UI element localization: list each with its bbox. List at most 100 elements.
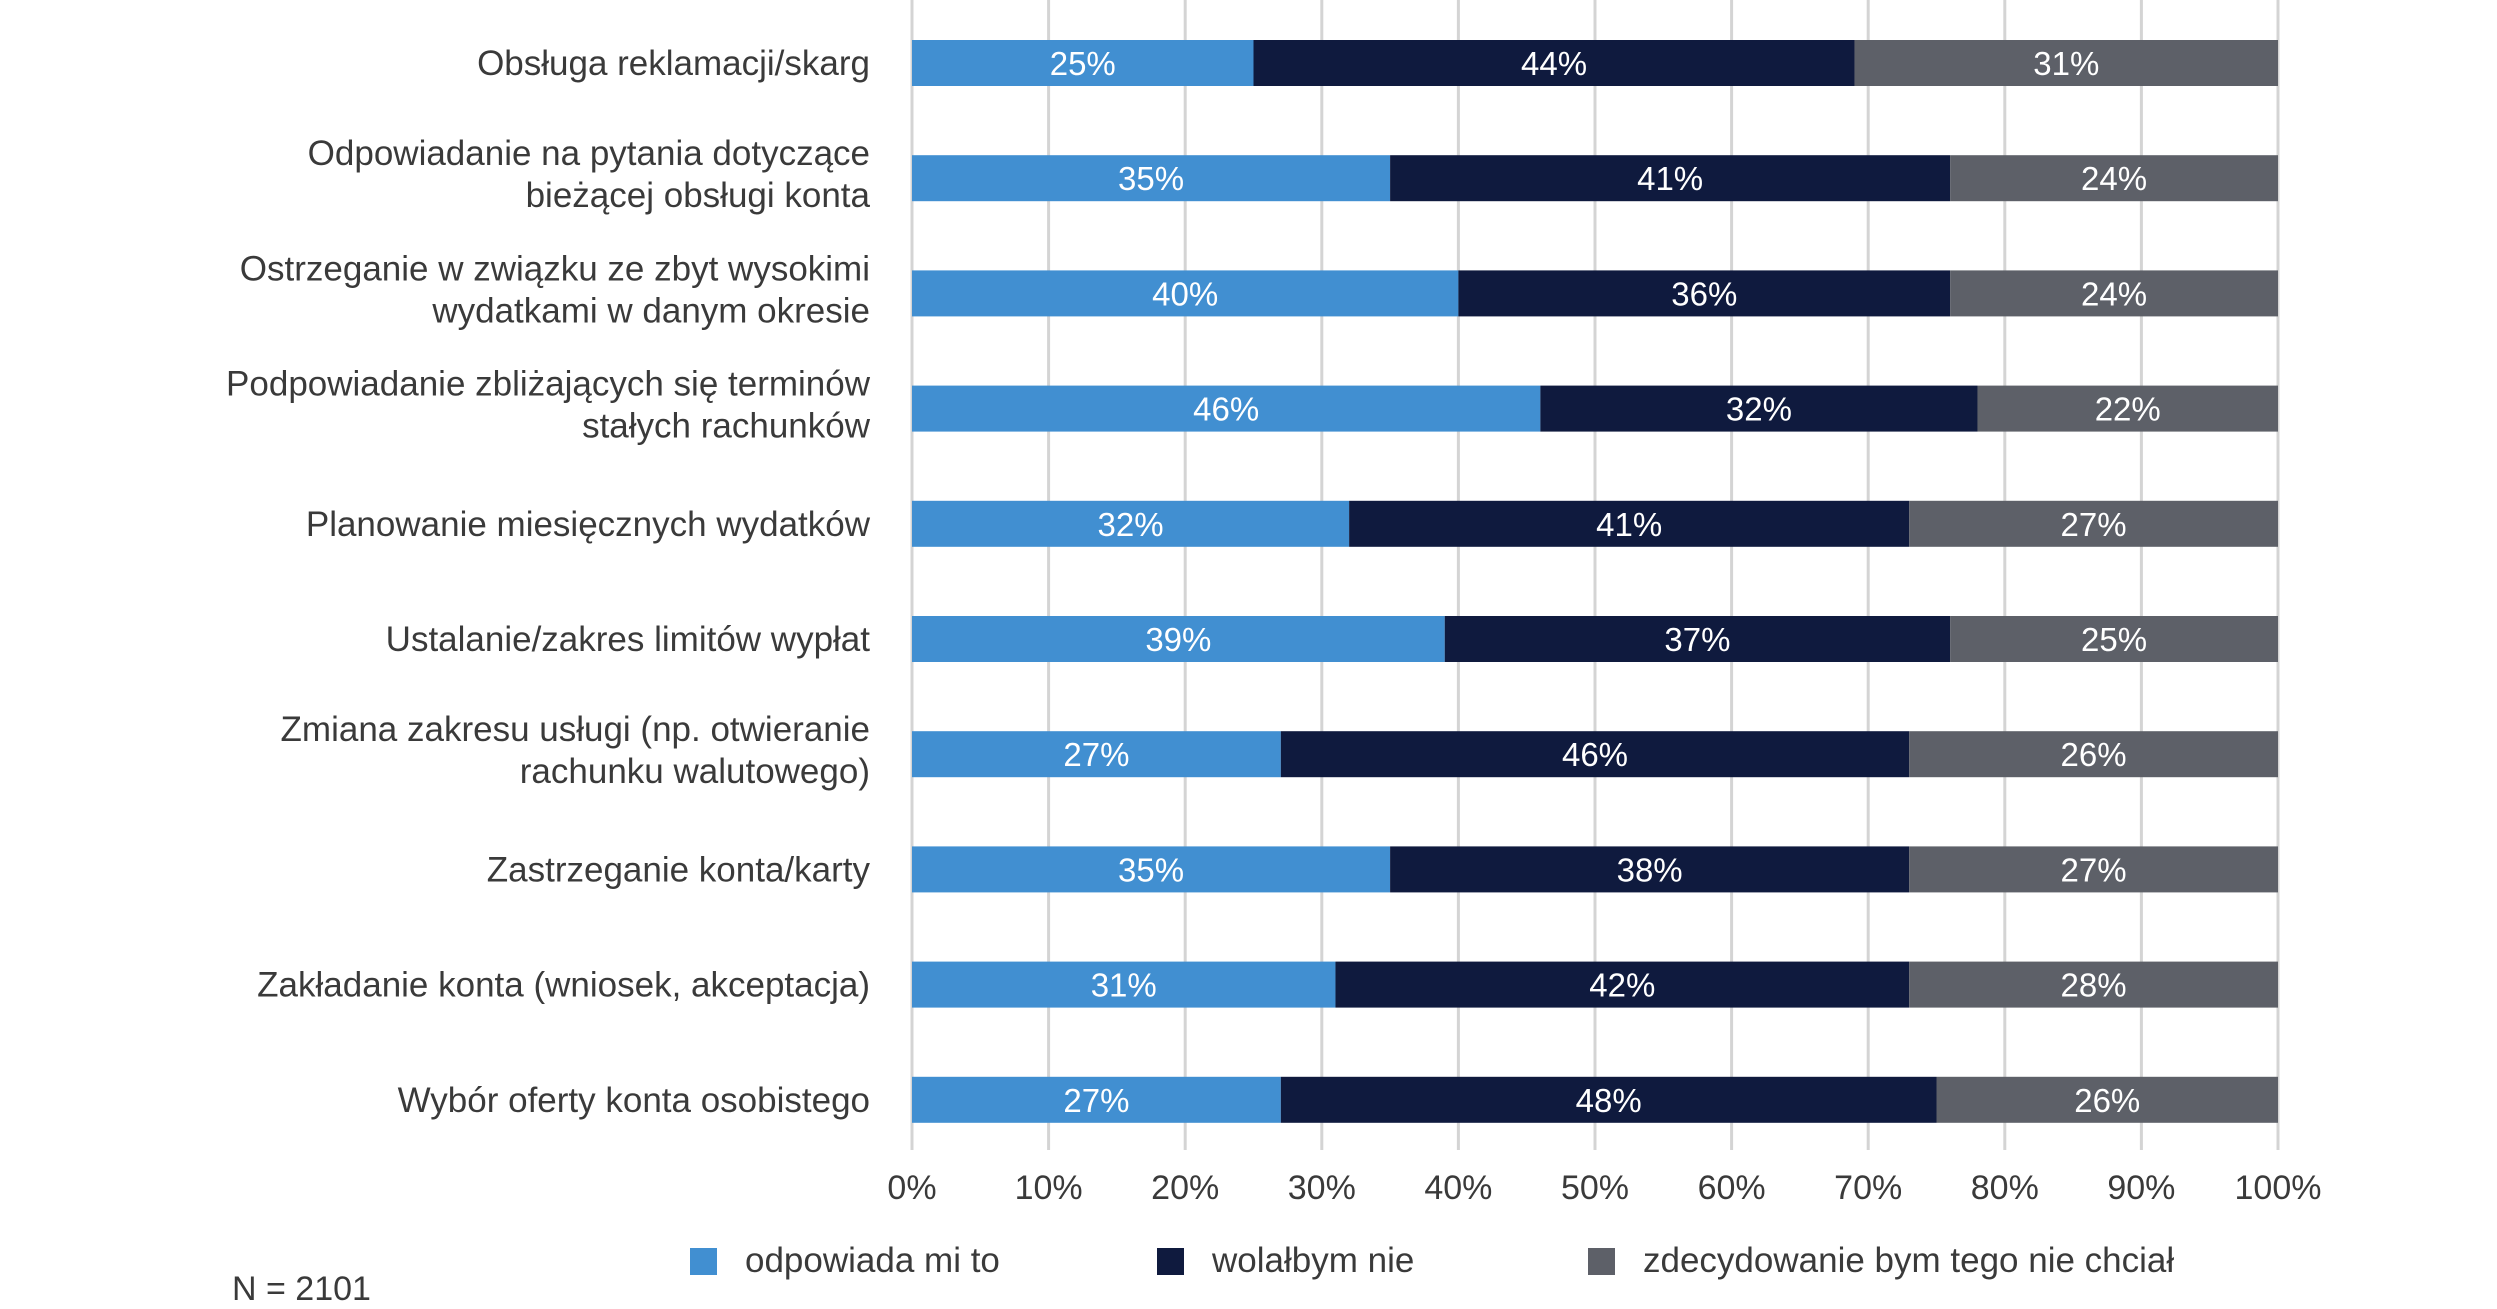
bar-segment <box>1540 385 1978 432</box>
legend-label: zdecydowanie bym tego nie chciał <box>1643 1241 2175 1280</box>
data-label: 27% <box>2061 506 2127 543</box>
bar-segment <box>1390 155 1951 202</box>
x-tick-label: 60% <box>1698 1169 1766 1207</box>
data-label: 48% <box>1576 1082 1642 1119</box>
data-label: 25% <box>1050 45 1116 82</box>
category-label: wydatkami w danym okresie <box>431 291 870 330</box>
bar-segment <box>1909 846 2278 893</box>
bar-segment <box>912 616 1445 662</box>
category-label: stałych rachunków <box>582 407 871 446</box>
category-label: Podpowiadanie zbliżających się terminów <box>226 365 871 404</box>
data-label: 41% <box>1637 160 1703 197</box>
data-label: 31% <box>1091 967 1157 1004</box>
legend-item-series-3: zdecydowanie bym tego nie chciał <box>1588 1239 2174 1283</box>
data-label: 42% <box>1589 967 1655 1004</box>
bar-segment <box>912 961 1336 1008</box>
sample-size-note: N = 2101 <box>232 1270 371 1308</box>
bar-segment <box>1253 40 1855 86</box>
data-label: 24% <box>2081 275 2147 312</box>
data-label: 28% <box>2061 967 2127 1004</box>
bar-segment <box>912 40 1254 86</box>
x-tick-label: 80% <box>1971 1169 2039 1207</box>
legend-item-series-1: odpowiada mi to <box>690 1239 1000 1283</box>
bar-segment <box>1950 270 2278 317</box>
bar-segment <box>912 155 1391 202</box>
bar-segment <box>912 731 1281 778</box>
bar-segment <box>1854 40 2278 86</box>
category-label: Obsługa reklamacji/skarg <box>477 44 870 83</box>
data-label: 31% <box>2033 45 2099 82</box>
legend-swatch <box>1157 1247 1184 1275</box>
bar-segment <box>1909 731 2278 778</box>
bar-segment <box>1349 500 1910 547</box>
data-label: 27% <box>1063 736 1129 773</box>
x-tick-label: 50% <box>1561 1169 1629 1207</box>
x-tick-label: 30% <box>1288 1169 1356 1207</box>
data-label: 26% <box>2074 1082 2140 1119</box>
legend-swatch <box>690 1247 717 1275</box>
category-label: Zmiana zakresu usługi (np. otwieranie <box>281 710 870 749</box>
x-tick-labels: 0% 10% 20% 30% 40% 50% 60% 70% 80% 90% 100% <box>887 1169 2321 1207</box>
data-label: 26% <box>2061 736 2127 773</box>
x-tick-label: 0% <box>887 1169 936 1207</box>
data-label: 35% <box>1118 160 1184 197</box>
data-label: 37% <box>1664 621 1730 658</box>
category-label: bieżącej obsługi konta <box>526 176 871 215</box>
category-label: Planowanie miesięcznych wydatków <box>306 505 871 544</box>
category-label: Odpowiadanie na pytania dotyczące <box>308 134 870 173</box>
bar-segment <box>912 846 1391 893</box>
bar-segment <box>1458 270 1951 317</box>
data-label: 40% <box>1152 275 1218 312</box>
bar-segment <box>1950 616 2278 662</box>
data-label: 46% <box>1562 736 1628 773</box>
data-label: 32% <box>1726 391 1792 428</box>
data-label: 46% <box>1193 391 1259 428</box>
bar-segment <box>1280 1076 1937 1123</box>
legend-label: odpowiada mi to <box>745 1241 1000 1280</box>
data-label: 36% <box>1671 275 1737 312</box>
bar-segment <box>912 1076 1281 1123</box>
data-label: 39% <box>1145 621 1211 658</box>
bar-segment <box>1909 500 2278 547</box>
x-tick-label: 40% <box>1424 1169 1492 1207</box>
category-label: Zakładanie konta (wniosek, akceptacja) <box>257 966 870 1005</box>
data-label: 41% <box>1596 506 1662 543</box>
bar-segment <box>1950 155 2278 202</box>
x-tick-label: 10% <box>1015 1169 1083 1207</box>
category-label: Wybór oferty konta osobistego <box>398 1081 870 1120</box>
bar-segment <box>1280 731 1910 778</box>
legend: odpowiada mi to wolałbym nie zdecydowani… <box>0 1239 2497 1283</box>
category-label: Ostrzeganie w związku ze zbyt wysokimi <box>240 249 870 288</box>
bar-segment <box>1936 1076 2278 1123</box>
data-label: 27% <box>1063 1082 1129 1119</box>
category-label: rachunku walutowego) <box>520 752 870 791</box>
x-tick-label: 20% <box>1151 1169 1219 1207</box>
x-tick-label: 70% <box>1834 1169 1902 1207</box>
category-label: Zastrzeganie konta/karty <box>487 850 871 889</box>
bar-segment <box>1390 846 1910 893</box>
data-label: 38% <box>1617 851 1683 888</box>
legend-swatch <box>1588 1247 1615 1275</box>
legend-item-series-2: wolałbym nie <box>1157 1239 1414 1283</box>
bar-segment <box>1444 616 1951 662</box>
data-label: 25% <box>2081 621 2147 658</box>
bar-segment <box>1977 385 2278 432</box>
data-label: 32% <box>1098 506 1164 543</box>
legend-label: wolałbym nie <box>1212 1241 1415 1280</box>
bar-segment <box>912 385 1541 432</box>
bar-segment <box>1909 961 2278 1008</box>
bar-segment <box>912 270 1459 317</box>
x-tick-label: 100% <box>2235 1169 2322 1207</box>
data-label: 35% <box>1118 851 1184 888</box>
x-tick-label: 90% <box>2107 1169 2175 1207</box>
bar-segment <box>1335 961 1910 1008</box>
data-label: 24% <box>2081 160 2147 197</box>
category-label: Ustalanie/zakres limitów wypłat <box>386 620 871 659</box>
bars: 25% 44% 31% 35% 41% 24% 40% 36% 24% 46% 32% 22% 32% 4… <box>912 40 2278 1123</box>
data-label: 27% <box>2061 851 2127 888</box>
data-label: 22% <box>2095 391 2161 428</box>
category-labels: Obsługa reklamacji/skarg Odpowiadanie na … <box>226 44 871 1120</box>
bar-segment <box>912 500 1350 547</box>
data-label: 44% <box>1521 45 1587 82</box>
